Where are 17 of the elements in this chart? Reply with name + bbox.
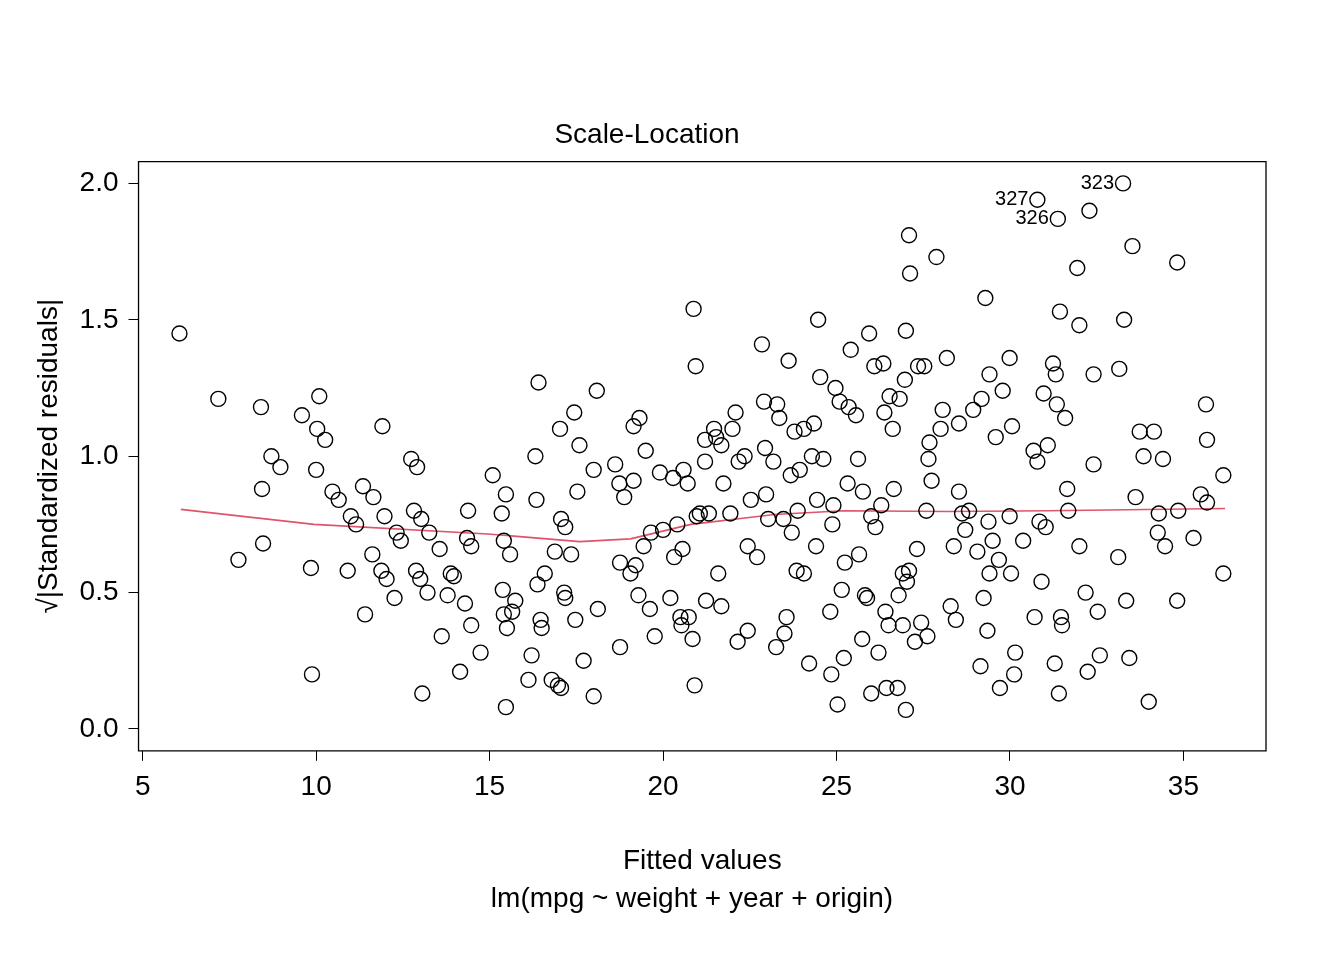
y-tick-label: 1.0 [79,438,119,470]
y-tick-label: 0.0 [79,711,119,743]
x-axis-title: Fitted values [622,843,782,875]
x-tick-label: 35 [1167,770,1200,802]
x-tick-label: 25 [820,770,853,802]
chart-title: Scale-Location [554,117,740,149]
x-tick-label: 15 [474,770,506,802]
x-tick-label: 30 [994,770,1026,802]
x-tick-label: 20 [647,770,679,802]
y-axis-title: √|Standardized residuals| [31,298,63,614]
text: lm(mpg ~ weight + year + origin) [489,882,895,914]
y-tick-label: 1.5 [79,302,119,334]
x-tick-label: 5 [134,770,151,802]
annotation: 323 [1080,170,1115,193]
y-tick-label: 2.0 [79,166,119,198]
x-tick-label: 10 [300,770,332,802]
y-tick-label: 0.5 [79,575,119,607]
